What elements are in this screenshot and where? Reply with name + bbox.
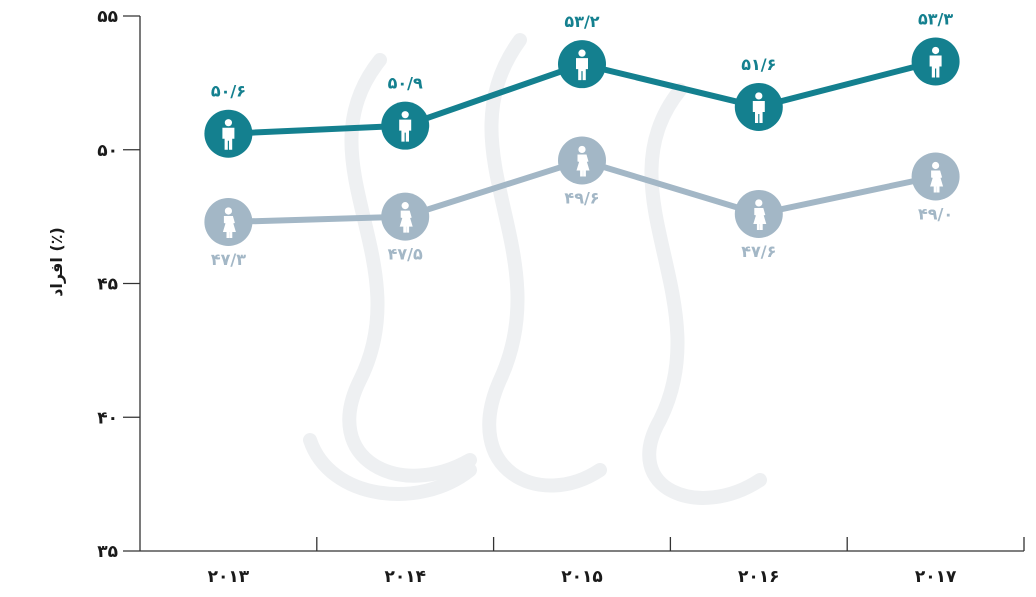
data-point-marker (734, 82, 783, 131)
data-label: ۴۷/۵ (388, 245, 423, 264)
man-icon (752, 92, 765, 123)
y-axis-ticks: ۳۵ ۴۰ ۴۵ ۵۰ ۵۵ (97, 7, 140, 562)
chart-axes (139, 16, 1024, 552)
data-label: ۵۰/۹ (388, 74, 423, 93)
series-1: ۵۰/۶ ۵۰/۹ ۵۳/۲ ۵۱/۶ ۵۳/۳ (204, 9, 960, 158)
woman-icon (576, 145, 590, 177)
woman-icon (753, 199, 767, 230)
data-label: ۴۹/۶ (564, 188, 599, 207)
data-label: ۵۱/۶ (741, 55, 776, 74)
x-tick-label: ۲۰۱۶ (738, 567, 780, 587)
x-tick-label: ۲۰۱۷ (915, 567, 957, 587)
y-axis-title: افراد (٪) (47, 227, 66, 297)
x-tick-label: ۲۰۱۳ (208, 567, 250, 587)
woman-icon (930, 161, 944, 193)
series-layer: ۵۰/۶ ۵۰/۹ ۵۳/۲ ۵۱/۶ ۵۳/۳ ۴۷/۳ ۴۷/۵ ۴۹/۶ ۴۷/۶ ۴۹/۰ (204, 9, 960, 269)
watermark-logo (303, 33, 767, 505)
data-point-marker (911, 152, 960, 201)
man-icon (222, 119, 235, 150)
woman-icon (399, 202, 413, 233)
x-tick-label: ۲۰۱۵ (561, 567, 603, 587)
woman-icon (222, 207, 236, 238)
data-label: ۵۰/۶ (211, 82, 246, 101)
data-label: ۴۹/۰ (918, 205, 953, 224)
series-2: ۴۷/۳ ۴۷/۵ ۴۹/۶ ۴۷/۶ ۴۹/۰ (204, 136, 960, 269)
data-point-marker (381, 101, 430, 150)
data-point-marker (204, 109, 253, 158)
data-point-marker (734, 189, 783, 238)
x-axis-ticks: ۲۰۱۳ ۲۰۱۴ ۲۰۱۵ ۲۰۱۶ ۲۰۱۷ (208, 537, 1025, 587)
y-tick-label: ۳۵ (97, 542, 118, 562)
data-point-marker (204, 197, 253, 246)
y-tick-label: ۴۰ (97, 408, 118, 428)
data-point-marker (558, 136, 606, 185)
data-point-marker (381, 192, 430, 241)
data-label: ۴۷/۶ (741, 242, 776, 261)
data-label: ۵۳/۲ (564, 12, 599, 31)
data-point-marker (911, 37, 960, 86)
man-icon (575, 49, 588, 81)
y-tick-label: ۴۵ (97, 275, 118, 295)
man-icon (399, 111, 412, 142)
data-point-marker (558, 40, 606, 89)
y-tick-label: ۵۰ (97, 141, 118, 161)
x-tick-label: ۲۰۱۴ (384, 567, 426, 587)
data-label: ۴۷/۳ (211, 250, 246, 269)
y-tick-label: ۵۵ (97, 7, 118, 27)
data-label: ۵۳/۳ (918, 9, 953, 28)
man-icon (929, 46, 942, 78)
